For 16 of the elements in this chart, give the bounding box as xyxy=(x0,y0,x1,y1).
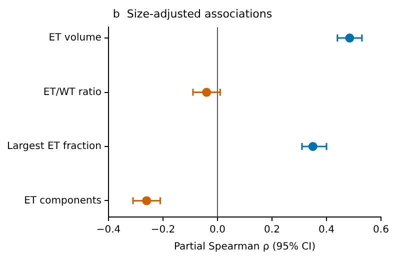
x-tick-label: 0.0 xyxy=(210,224,226,236)
x-tick-label: −0.2 xyxy=(150,224,176,236)
point xyxy=(308,142,318,152)
y-tick-label: ET volume xyxy=(48,32,102,44)
point xyxy=(345,34,354,43)
y-tick-label: Largest ET fraction xyxy=(6,141,102,152)
x-axis-title: Partial Spearman ρ (95% CI) xyxy=(174,242,316,253)
point xyxy=(142,196,152,206)
x-tick-label: −0.4 xyxy=(96,224,121,236)
y-tick-label: ET/WT ratio xyxy=(43,86,102,98)
point xyxy=(202,88,212,97)
x-tick-label: 0.4 xyxy=(318,224,334,236)
y-tick-label: ET components xyxy=(24,195,102,206)
chart-title: b Size-adjusted associations xyxy=(112,7,272,20)
x-tick-label: 0.2 xyxy=(264,224,280,236)
x-tick-label: 0.6 xyxy=(373,224,389,236)
